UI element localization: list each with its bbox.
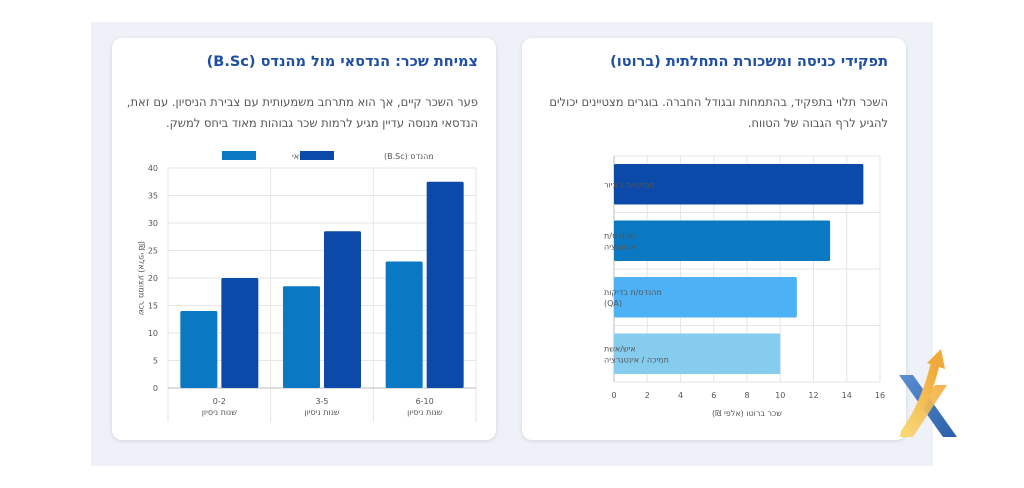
tick-label: 15 [148, 302, 158, 311]
bar [426, 181, 464, 388]
tick-label: 20 [148, 274, 158, 283]
card-title: צמיחת שכר: הנדסאי מול מהנדס (B.Sc) [206, 54, 478, 70]
tick-label: 4 [678, 391, 683, 400]
tick-label: 12 [808, 391, 818, 400]
card-title: תפקידי כניסה ומשכורת התחלתית (ברוטו) [610, 54, 888, 70]
bar [180, 311, 218, 388]
category-label: 6-10 [416, 397, 434, 406]
y-axis-label: שכר ממוצע (אלפי ₪) [137, 241, 146, 315]
category-label: שנות ניסיון [202, 408, 238, 417]
bar [385, 261, 423, 388]
category-label: מהנדס/ת בדיקות [604, 288, 662, 297]
tick-label: 16 [875, 391, 885, 400]
category-label: תמיכה / אינטגרציה [604, 355, 669, 364]
bar [614, 220, 831, 261]
category-label: שנות ניסיון [304, 408, 340, 417]
category-label: מפתח/ת ג'וניור [604, 180, 655, 189]
tick-label: 10 [148, 329, 158, 338]
x-axis-label: שכר ברוטו (אלפי ₪) [712, 409, 782, 418]
legend-swatch [300, 151, 334, 160]
category-label: מהנדס/ת [604, 231, 635, 240]
tick-label: 2 [645, 391, 650, 400]
legend-label: מהנדס (B.Sc) [384, 152, 434, 161]
tick-label: 30 [148, 219, 158, 228]
legend-swatch [222, 151, 256, 160]
tick-label: 14 [842, 391, 852, 400]
bar [614, 333, 781, 374]
bar [614, 277, 797, 318]
tick-label: 6 [711, 391, 716, 400]
category-label: אוטומציה [604, 242, 636, 251]
tick-label: 10 [775, 391, 785, 400]
tick-label: 25 [148, 247, 158, 256]
bar [221, 278, 259, 388]
category-label: 0-2 [213, 397, 226, 406]
card-description: פער השכר קיים, אך הוא מתרחב משמעותית עם … [126, 95, 478, 130]
bar [283, 286, 320, 388]
tick-label: 40 [148, 164, 158, 173]
tick-label: 35 [148, 192, 158, 201]
tick-label: 8 [744, 391, 749, 400]
brand-logo [899, 349, 957, 438]
bar [324, 231, 361, 388]
card-description: השכר תלוי בתפקיד, בהתמחות ובגודל החברה. … [549, 95, 888, 130]
tick-label: 0 [153, 384, 158, 393]
tick-label: 0 [611, 391, 616, 400]
category-label: איש/אשת [604, 344, 636, 353]
bar [614, 164, 864, 205]
category-label: 3-5 [315, 397, 328, 406]
category-label: שנות ניסיון [407, 408, 443, 417]
tick-label: 5 [153, 357, 158, 366]
category-label: (QA) [604, 299, 622, 308]
